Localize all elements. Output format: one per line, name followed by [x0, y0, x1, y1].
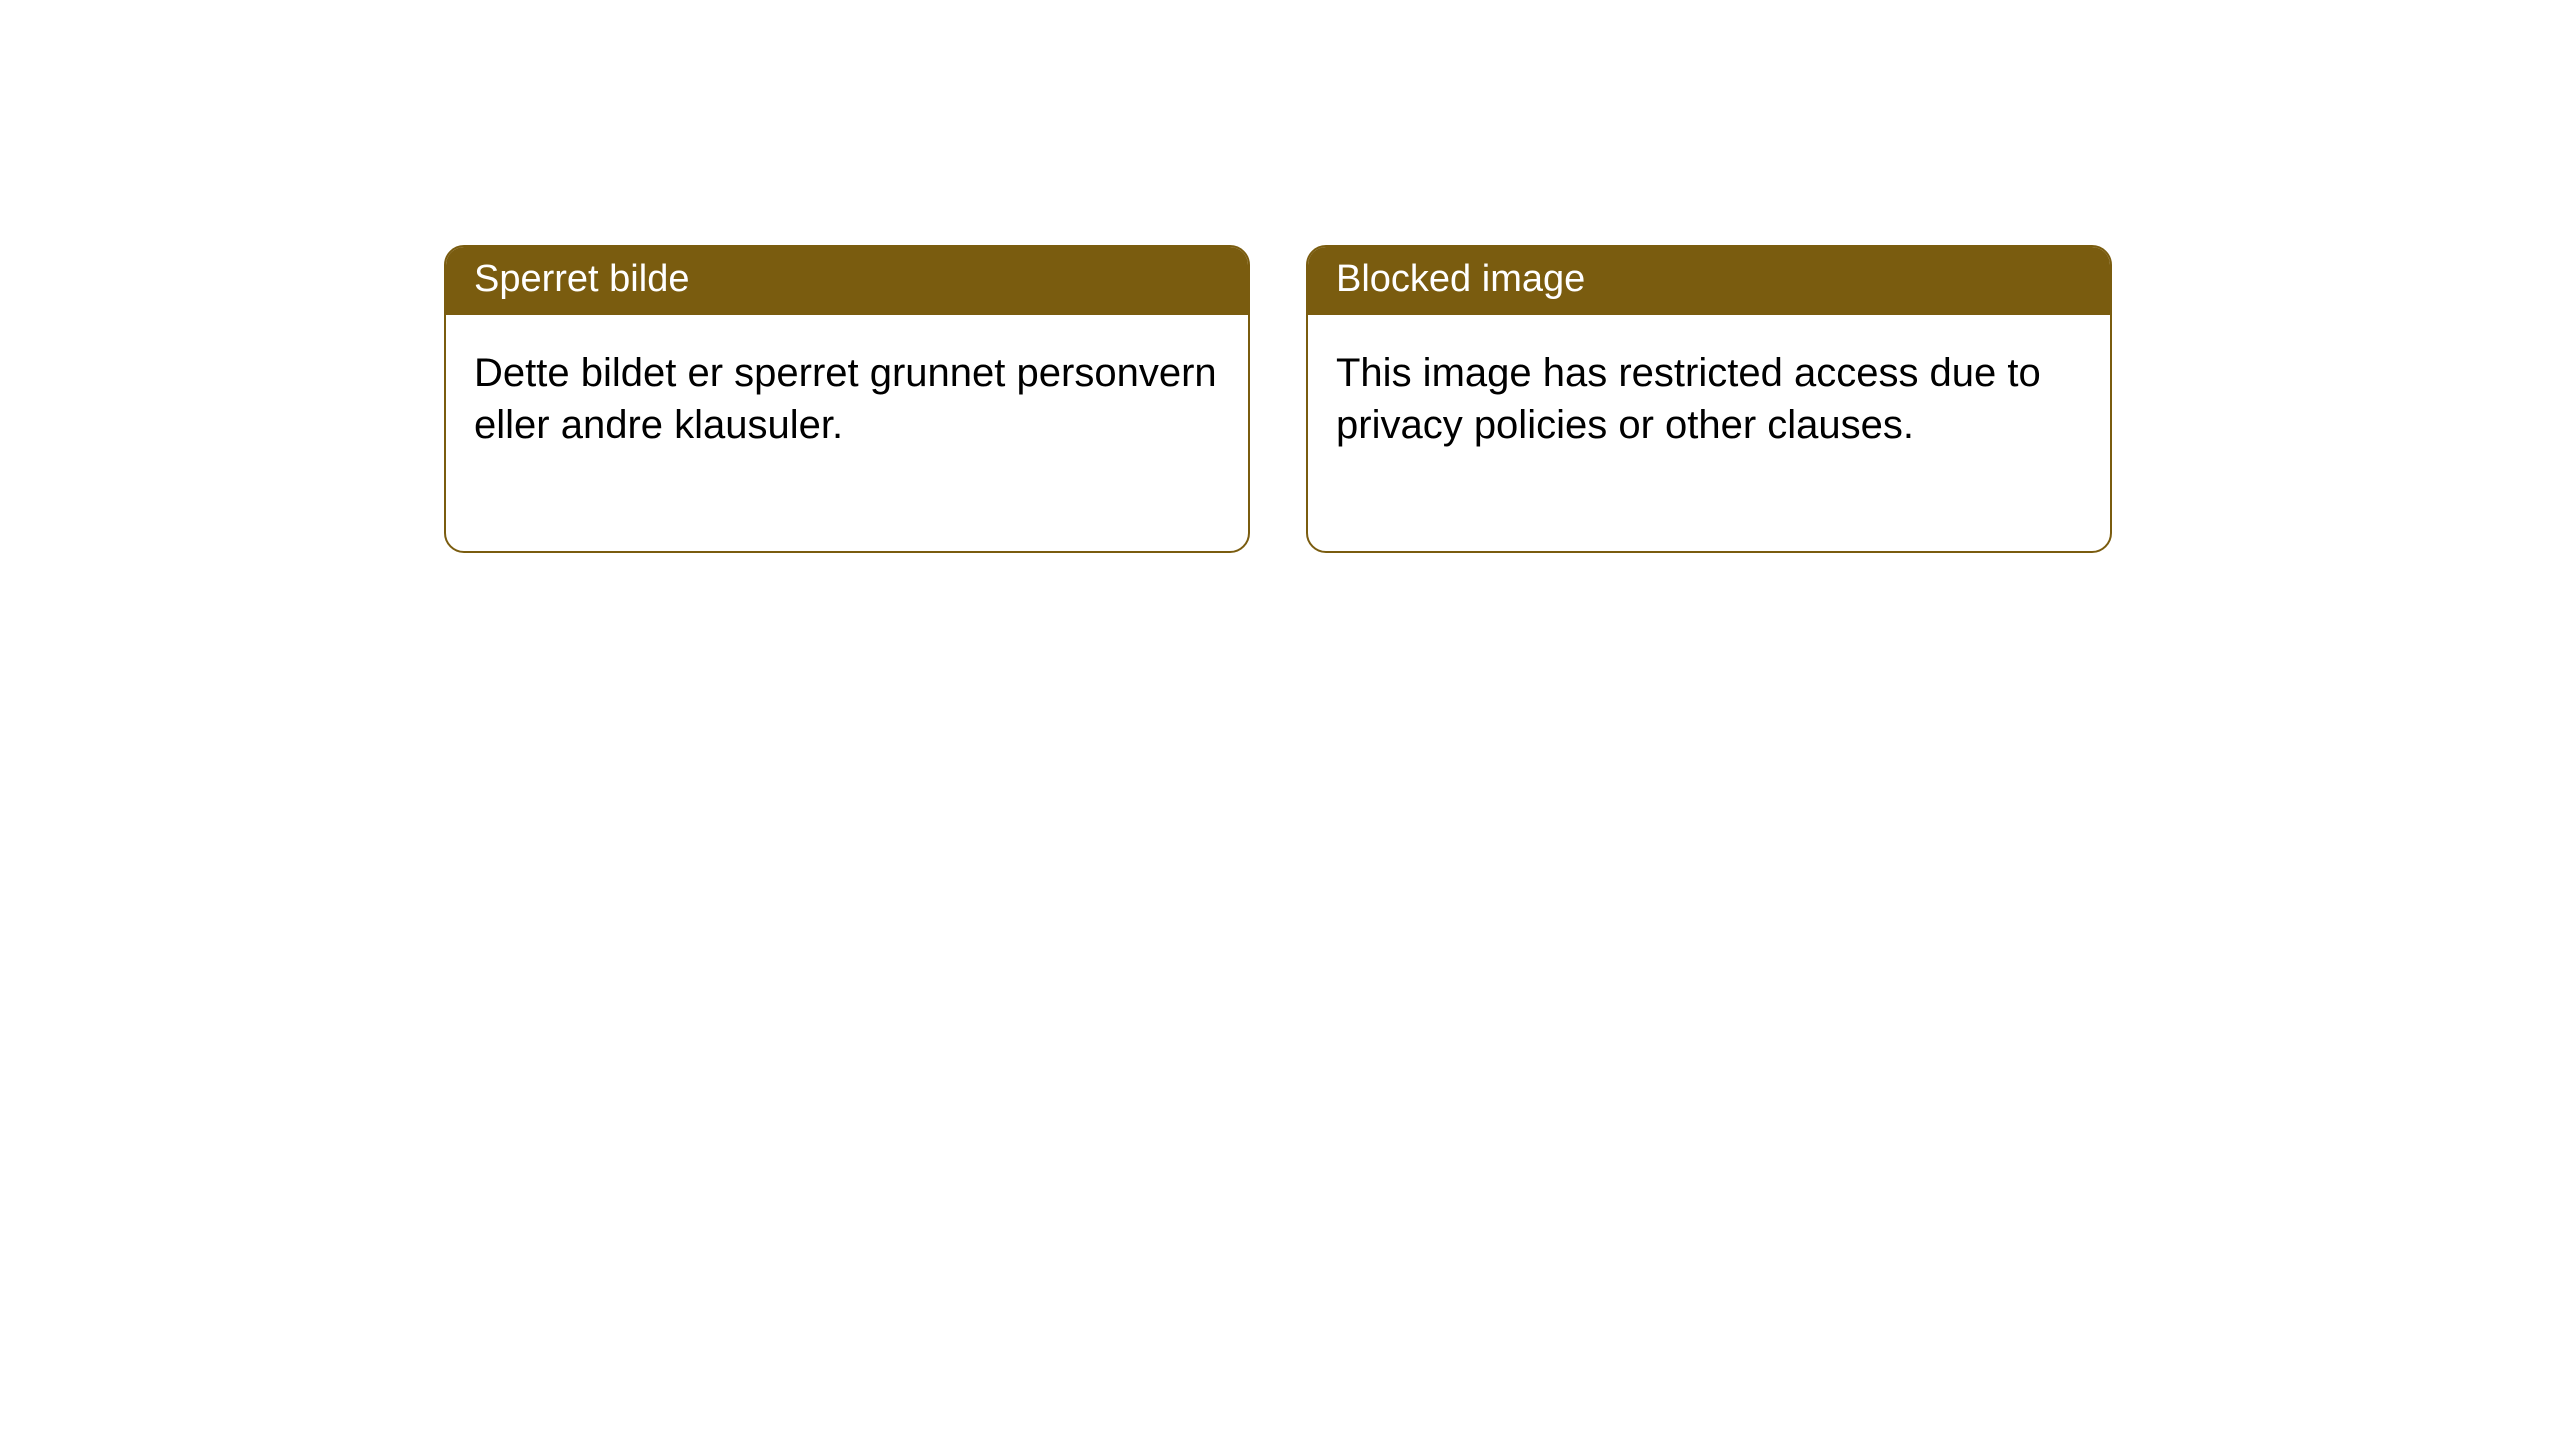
card-body: This image has restricted access due to …: [1308, 315, 2110, 551]
card-title: Blocked image: [1308, 247, 2110, 315]
notice-card-norwegian: Sperret bilde Dette bildet er sperret gr…: [444, 245, 1250, 553]
notice-cards-container: Sperret bilde Dette bildet er sperret gr…: [444, 245, 2112, 553]
card-title: Sperret bilde: [446, 247, 1248, 315]
notice-card-english: Blocked image This image has restricted …: [1306, 245, 2112, 553]
card-body: Dette bildet er sperret grunnet personve…: [446, 315, 1248, 551]
